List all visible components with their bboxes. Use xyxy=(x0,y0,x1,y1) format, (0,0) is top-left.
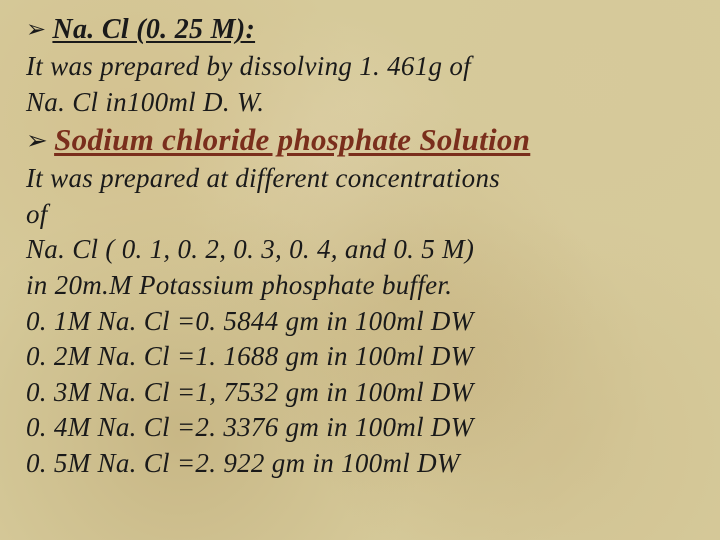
nacl-row: 0. 2M Na. Cl =1. 1688 gm in 100ml DW xyxy=(26,339,694,375)
section1-title: Na. Cl (0. 25 M): xyxy=(52,14,255,45)
nacl-row: 0. 3M Na. Cl =1, 7532 gm in 100ml DW xyxy=(26,375,694,411)
section2-title: Sodium chloride phosphate Solution xyxy=(54,122,530,157)
section1-body-line1: It was prepared by dissolving 1. 461g of xyxy=(26,49,694,85)
section2-body-line4: in 20m.M Potassium phosphate buffer. xyxy=(26,268,694,304)
nacl-row: 0. 5M Na. Cl =2. 922 gm in 100ml DW xyxy=(26,446,694,482)
section2-body-line3: Na. Cl ( 0. 1, 0. 2, 0. 3, 0. 4, and 0. … xyxy=(26,232,694,268)
section2-body-line1: It was prepared at different concentrati… xyxy=(26,161,694,197)
bullet-icon: ➢ xyxy=(26,17,46,43)
slide-content: ➢Na. Cl (0. 25 M): It was prepared by di… xyxy=(0,0,720,482)
section2-title-line: ➢Sodium chloride phosphate Solution xyxy=(26,120,694,161)
bullet-icon: ➢ xyxy=(26,126,48,155)
section1-title-line: ➢Na. Cl (0. 25 M): xyxy=(26,12,694,49)
section1-body-line2: Na. Cl in100ml D. W. xyxy=(26,85,694,121)
nacl-row: 0. 4M Na. Cl =2. 3376 gm in 100ml DW xyxy=(26,410,694,446)
section2-body-line2: of xyxy=(26,197,694,233)
nacl-row: 0. 1M Na. Cl =0. 5844 gm in 100ml DW xyxy=(26,304,694,340)
